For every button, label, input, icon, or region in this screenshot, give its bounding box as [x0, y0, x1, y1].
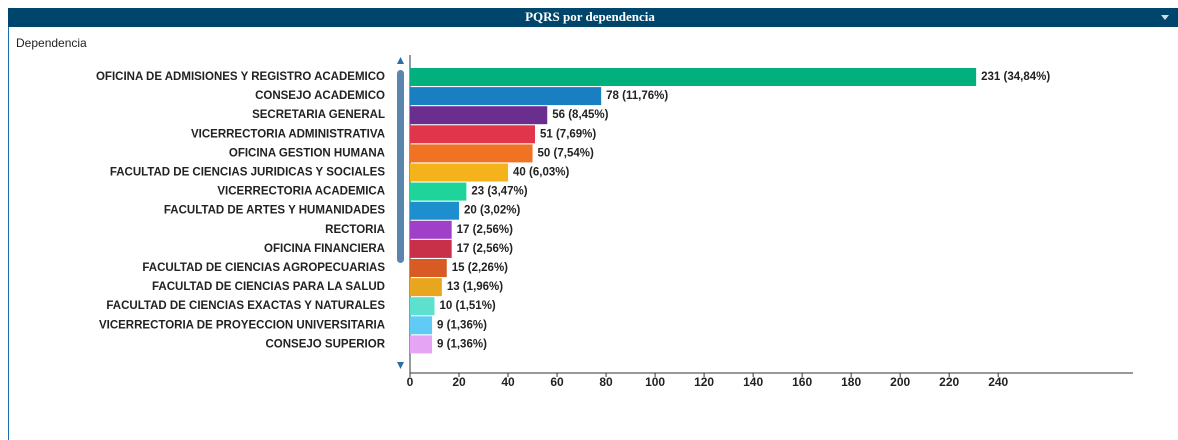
- category-label: FACULTAD DE ARTES Y HUMANIDADES: [164, 205, 385, 217]
- bar: [410, 316, 433, 335]
- value-label: 23 (3,47%): [471, 186, 527, 198]
- value-label: 56 (8,45%): [552, 109, 608, 121]
- bar: [410, 144, 533, 163]
- value-label: 51 (7,69%): [540, 128, 596, 140]
- value-label: 13 (1,96%): [447, 281, 503, 293]
- category-label: CONSEJO ACADEMICO: [255, 90, 385, 102]
- x-tick-label: 200: [890, 375, 910, 389]
- category-label: OFICINA DE ADMISIONES Y REGISTRO ACADEMI…: [96, 71, 385, 83]
- category-label: FACULTAD DE CIENCIAS PARA LA SALUD: [152, 281, 385, 293]
- bar: [410, 68, 977, 86]
- x-tick-label: 100: [645, 375, 665, 389]
- scroll-down[interactable]: [397, 362, 404, 369]
- value-label: 50 (7,54%): [538, 147, 594, 159]
- x-tick-label: 240: [988, 375, 1008, 389]
- value-label: 20 (3,02%): [464, 205, 520, 217]
- value-label: 10 (1,51%): [440, 300, 496, 312]
- category-label: VICERRECTORIA ADMINISTRATIVA: [191, 128, 385, 140]
- x-tick-label: 180: [841, 375, 861, 389]
- value-label: 15 (2,26%): [452, 262, 508, 274]
- bar: [410, 182, 467, 201]
- category-label: VICERRECTORIA ACADEMICA: [217, 186, 385, 198]
- category-label: VICERRECTORIA DE PROYECCION UNIVERSITARI…: [99, 319, 385, 331]
- x-tick-label: 140: [743, 375, 763, 389]
- category-label: FACULTAD DE CIENCIAS AGROPECUARIAS: [142, 262, 385, 274]
- x-tick-label: 80: [599, 375, 613, 389]
- value-label: 231 (34,84%): [981, 71, 1050, 83]
- bar: [410, 239, 452, 258]
- x-tick-label: 20: [452, 375, 466, 389]
- bar: [410, 201, 460, 220]
- value-label: 40 (6,03%): [513, 167, 569, 179]
- bar: [410, 278, 442, 297]
- category-label: SECRETARIA GENERAL: [252, 109, 385, 121]
- axis-title: Dependencia: [16, 36, 87, 50]
- chart-title: PQRS por dependencia: [525, 9, 655, 24]
- bar: [410, 87, 602, 106]
- dropdown-icon[interactable]: [1161, 15, 1169, 20]
- category-label: FACULTAD DE CIENCIAS JURIDICAS Y SOCIALE…: [110, 167, 386, 179]
- bar: [410, 297, 435, 316]
- x-tick-label: 120: [694, 375, 714, 389]
- bar: [410, 163, 509, 182]
- value-label: 9 (1,36%): [437, 319, 487, 331]
- value-label: 9 (1,36%): [437, 338, 487, 350]
- x-tick-label: 160: [792, 375, 812, 389]
- category-label: RECTORIA: [325, 224, 385, 236]
- category-label: CONSEJO SUPERIOR: [266, 338, 386, 350]
- bar: [410, 220, 452, 239]
- bar: [410, 259, 447, 277]
- x-tick-label: 60: [550, 375, 564, 389]
- scroll-up[interactable]: [397, 57, 404, 64]
- value-label: 17 (2,56%): [457, 224, 513, 236]
- value-label: 17 (2,56%): [457, 243, 513, 255]
- scroll-thumb[interactable]: [397, 70, 404, 263]
- header-bar: [8, 8, 1178, 27]
- x-tick-label: 220: [939, 375, 959, 389]
- value-label: 78 (11,76%): [606, 90, 668, 102]
- category-label: FACULTAD DE CIENCIAS EXACTAS Y NATURALES: [106, 300, 385, 312]
- category-label: OFICINA GESTION HUMANA: [229, 147, 385, 159]
- bar: [410, 106, 548, 125]
- bar: [410, 335, 433, 354]
- bar: [410, 125, 535, 144]
- category-label: OFICINA FINANCIERA: [264, 243, 385, 255]
- x-tick-label: 0: [407, 375, 414, 389]
- x-tick-label: 40: [501, 375, 515, 389]
